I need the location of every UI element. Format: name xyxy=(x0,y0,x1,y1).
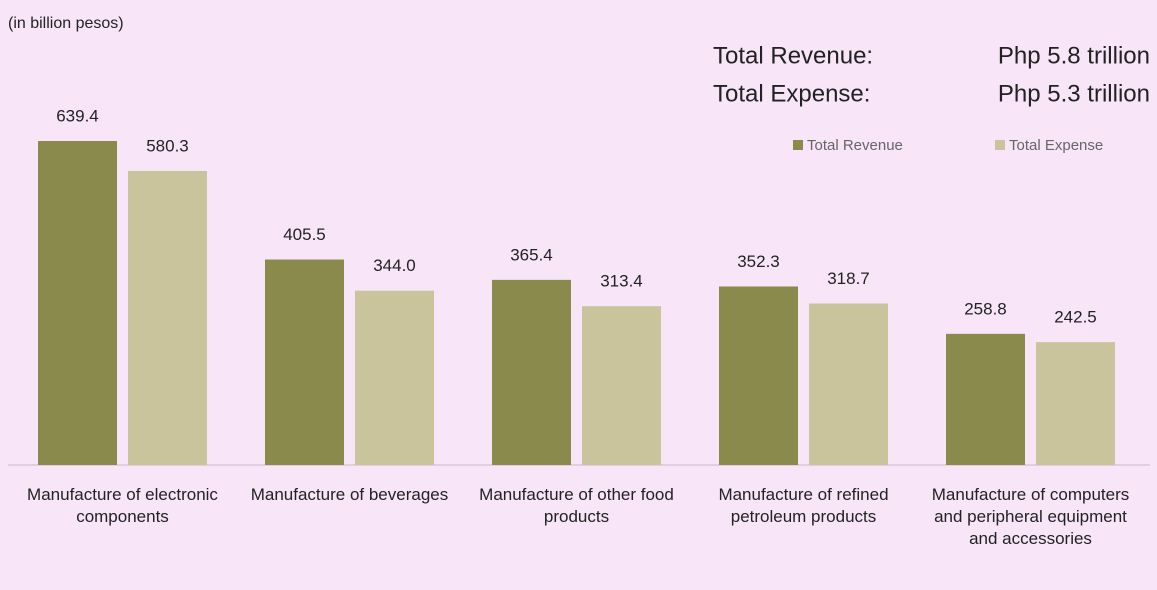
x-tick-label: Manufacture of refined petroleum product… xyxy=(718,485,889,526)
value-label: 405.5 xyxy=(283,225,326,244)
legend-swatch xyxy=(793,140,803,150)
bar xyxy=(355,290,434,465)
bar xyxy=(1036,342,1115,465)
value-label: 313.4 xyxy=(600,272,643,291)
value-label: 365.4 xyxy=(510,245,553,264)
value-label: 352.3 xyxy=(737,252,780,271)
x-tick-label: Manufacture of beverages xyxy=(250,485,449,504)
bar xyxy=(809,303,888,465)
x-tick-label: Manufacture of other food products xyxy=(479,485,674,526)
value-label: 639.4 xyxy=(56,106,99,125)
bar xyxy=(265,259,344,465)
bar xyxy=(128,170,207,465)
annotation-value: Php 5.3 trillion xyxy=(998,80,1150,107)
subtitle: (in billion pesos) xyxy=(8,15,124,32)
bar xyxy=(582,306,661,465)
legend-label: Total Revenue xyxy=(807,137,903,154)
value-label: 242.5 xyxy=(1054,308,1097,327)
bar xyxy=(719,286,798,465)
legend-swatch xyxy=(995,140,1005,150)
annotation-label: Total Expense: xyxy=(713,80,870,107)
x-tick-label: Manufacture of computers and peripheral … xyxy=(931,485,1130,548)
value-label: 580.3 xyxy=(146,136,189,155)
bar xyxy=(946,333,1025,465)
x-tick-label: Manufacture of electronic components xyxy=(27,485,218,526)
legend-label: Total Expense xyxy=(1009,137,1103,154)
value-label: 318.7 xyxy=(827,269,870,288)
bar xyxy=(492,279,571,465)
value-label: 258.8 xyxy=(964,299,1007,318)
value-label: 344.0 xyxy=(373,256,416,275)
annotation-value: Php 5.8 trillion xyxy=(998,42,1150,69)
bar xyxy=(38,141,117,465)
annotation-label: Total Revenue: xyxy=(713,42,873,69)
